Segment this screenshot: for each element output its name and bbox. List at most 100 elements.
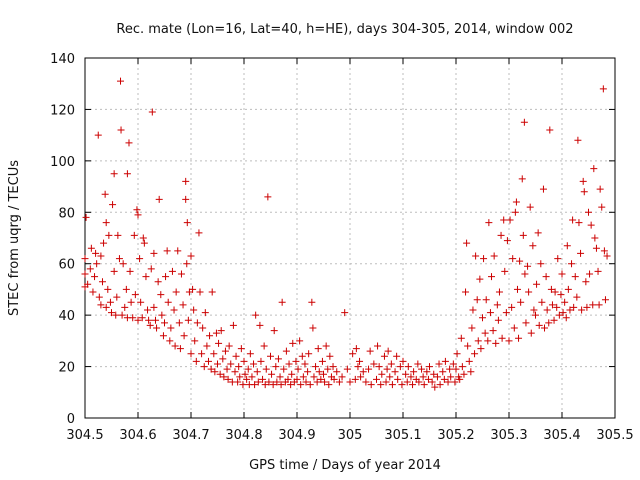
data-point [305, 350, 313, 358]
data-point [189, 285, 197, 293]
data-point [239, 381, 247, 389]
data-point [463, 239, 471, 247]
data-point [224, 375, 232, 383]
data-point [299, 373, 307, 381]
data-point [601, 296, 609, 304]
data-point [418, 365, 426, 373]
data-point [375, 363, 383, 371]
data-point [409, 381, 417, 389]
data-point [241, 370, 249, 378]
data-point [439, 368, 447, 376]
data-point [204, 357, 212, 365]
data-point [298, 352, 306, 360]
data-point [492, 339, 500, 347]
data-point [301, 360, 309, 368]
data-point [151, 316, 159, 324]
data-point [510, 324, 518, 332]
data-point [210, 350, 218, 358]
data-point [136, 255, 144, 263]
data-point [494, 316, 502, 324]
data-point [195, 229, 203, 237]
data-point [551, 288, 559, 296]
data-point [563, 242, 571, 250]
data-point [147, 265, 155, 273]
data-point [484, 337, 492, 345]
data-point [524, 262, 532, 270]
data-point [452, 365, 460, 373]
data-point [157, 291, 165, 299]
data-point [268, 370, 276, 378]
data-point [453, 350, 461, 358]
data-point [387, 360, 395, 368]
data-point [571, 273, 579, 281]
data-point [354, 363, 362, 371]
data-point [86, 265, 94, 273]
data-point [534, 229, 542, 237]
data-point [423, 368, 431, 376]
data-point [100, 239, 108, 247]
data-point [265, 378, 273, 386]
x-tick-label: 305.2 [437, 428, 474, 443]
data-point [522, 319, 530, 327]
data-point [394, 375, 402, 383]
data-point [521, 270, 529, 278]
data-point [125, 139, 133, 147]
data-point [81, 270, 89, 278]
data-point [462, 288, 470, 296]
y-tick-label: 0 [67, 412, 75, 427]
data-point [150, 249, 158, 257]
data-point [153, 324, 161, 332]
data-point [257, 357, 265, 365]
data-point [297, 381, 305, 389]
data-point [87, 244, 95, 252]
data-point [383, 365, 391, 373]
data-point [384, 347, 392, 355]
data-point [351, 375, 359, 383]
data-point [476, 275, 484, 283]
data-point [388, 381, 396, 389]
data-point [261, 381, 269, 389]
data-point [580, 188, 588, 196]
data-point [391, 368, 399, 376]
data-point [357, 373, 365, 381]
data-point [477, 345, 485, 353]
data-point [187, 350, 195, 358]
data-point [500, 216, 508, 224]
data-point [108, 309, 115, 317]
data-point [520, 118, 528, 126]
data-point [322, 342, 330, 350]
data-point [335, 378, 343, 386]
data-point [92, 249, 100, 257]
data-point [217, 327, 225, 335]
data-point [134, 316, 142, 324]
data-point [570, 303, 578, 311]
data-point [123, 170, 131, 178]
data-point [280, 365, 288, 373]
data-point [113, 293, 121, 301]
data-point [155, 195, 163, 203]
data-point [511, 208, 519, 216]
data-point [436, 381, 444, 389]
data-point [403, 378, 411, 386]
data-point [129, 314, 137, 322]
data-point [583, 303, 591, 311]
data-point [541, 324, 549, 332]
data-point [468, 324, 476, 332]
data-point [451, 378, 459, 386]
data-point [158, 311, 166, 319]
data-point [192, 357, 200, 365]
data-point [533, 280, 541, 288]
data-point [166, 337, 174, 345]
data-point [200, 363, 208, 371]
data-point [456, 375, 464, 383]
data-point [370, 360, 378, 368]
data-points [81, 77, 611, 391]
data-point [469, 306, 477, 314]
data-point [457, 334, 465, 342]
data-point [587, 221, 595, 229]
data-point [537, 260, 545, 268]
data-point [199, 324, 207, 332]
data-point [582, 278, 590, 286]
y-tick-labels: 0 20 40 60 80 100 120 140 [50, 52, 75, 427]
data-point [121, 303, 129, 311]
